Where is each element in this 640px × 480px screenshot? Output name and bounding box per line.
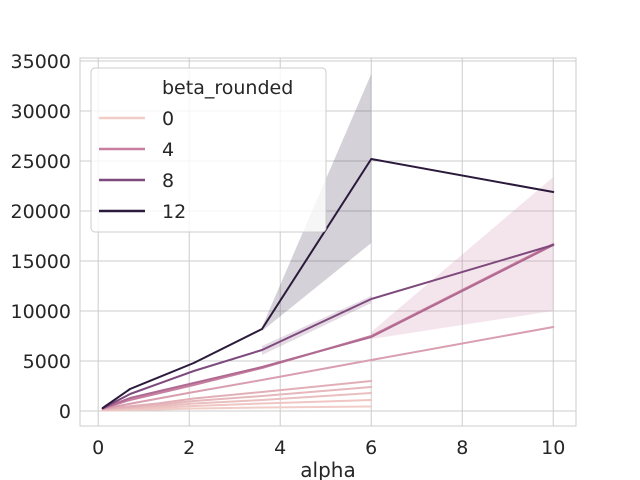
series-line <box>101 405 373 412</box>
x-axis-ticks: 0 2 4 6 8 10 <box>92 437 565 459</box>
series-line <box>101 244 555 410</box>
legend: beta_rounded 0 4 8 12 <box>90 67 327 233</box>
series-line <box>101 386 373 411</box>
x-tick-label: 6 <box>365 437 377 459</box>
legend-box <box>90 67 327 233</box>
y-tick-label: 20000 <box>11 201 71 223</box>
y-tick-label: 15000 <box>11 251 71 273</box>
x-tick-label: 2 <box>183 437 195 459</box>
y-tick-label: 10000 <box>11 301 71 323</box>
series-line <box>101 244 555 410</box>
legend-entry-label: 4 <box>162 139 174 161</box>
legend-entry-label: 0 <box>162 108 174 130</box>
y-tick-label: 35000 <box>11 51 71 73</box>
legend-title: beta_rounded <box>162 77 293 99</box>
x-tick-label: 0 <box>92 437 104 459</box>
series-line <box>101 326 555 410</box>
series-line <box>101 392 373 411</box>
x-axis-label: alpha <box>300 458 355 480</box>
legend-entry-label: 8 <box>162 170 174 192</box>
y-tick-label: 5000 <box>23 351 71 373</box>
y-tick-label: 25000 <box>11 151 71 173</box>
x-tick-label: 4 <box>274 437 286 459</box>
x-tick-label: 10 <box>541 437 565 459</box>
y-tick-label: 30000 <box>11 101 71 123</box>
y-axis-ticks: 0 5000 10000 15000 20000 25000 30000 35000 <box>11 51 71 423</box>
y-tick-label: 0 <box>59 401 71 423</box>
x-tick-label: 8 <box>456 437 468 459</box>
series-line <box>101 380 373 410</box>
series-lines <box>101 158 555 412</box>
series-line <box>101 399 373 412</box>
series-line <box>101 158 555 409</box>
legend-entry-label: 12 <box>162 201 186 223</box>
confidence-band <box>371 177 554 339</box>
